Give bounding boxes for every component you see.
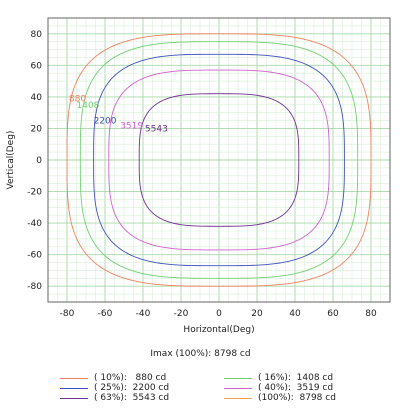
y-tick-label: 40 xyxy=(31,93,43,103)
x-tick-label: -80 xyxy=(60,309,75,319)
grid xyxy=(47,17,391,303)
x-tick-label: 0 xyxy=(216,309,222,319)
y-tick-label: 80 xyxy=(31,30,43,40)
imax-label: Imax (100%): 8798 cd xyxy=(150,349,251,359)
x-tick-label: 60 xyxy=(327,309,339,319)
legend-swatch xyxy=(60,387,88,389)
legend: ( 10%): 880 cd ( 16%): 1408 cd ( 25%): 220… xyxy=(60,373,400,403)
contour-line xyxy=(108,69,330,251)
contour-line xyxy=(66,33,372,287)
legend-text: ( 10%): 880 cd xyxy=(94,373,167,383)
legend-swatch xyxy=(60,397,88,399)
contour-line xyxy=(79,41,359,279)
y-tick-label: 60 xyxy=(31,61,43,71)
contour-label: 3519 xyxy=(120,121,143,131)
x-tick-label: 40 xyxy=(289,309,301,319)
plot-frame xyxy=(47,17,391,303)
x-tick-label: 80 xyxy=(365,309,377,319)
legend-text: ( 25%): 2200 cd xyxy=(94,383,170,393)
x-tick-label: -40 xyxy=(136,309,151,319)
x-tick-label: -20 xyxy=(174,309,189,319)
legend-text: ( 40%): 3519 cd xyxy=(258,383,334,393)
y-tick-label: -20 xyxy=(27,188,42,198)
y-axis-label: Vertical(Deg) xyxy=(6,131,16,190)
contour-label: 2200 xyxy=(94,117,117,127)
legend-swatch xyxy=(224,397,252,399)
legend-text: (100%): 8798 cd xyxy=(258,393,336,403)
legend-swatch xyxy=(60,377,88,379)
legend-swatch xyxy=(224,377,252,379)
legend-swatch xyxy=(224,387,252,389)
legend-item: ( 25%): 2200 cd xyxy=(60,383,210,393)
contour-label: 1408 xyxy=(77,101,100,111)
legend-item: ( 63%): 5543 cd xyxy=(60,393,210,403)
legend-item: ( 16%): 1408 cd xyxy=(224,373,374,383)
x-axis-label: Horizontal(Deg) xyxy=(183,325,254,335)
y-tick-label: -40 xyxy=(27,219,42,229)
contour-label: 880 xyxy=(69,95,86,105)
contour-line xyxy=(138,93,300,227)
legend-item: ( 10%): 880 cd xyxy=(60,373,210,383)
contour-label: 5543 xyxy=(145,125,168,135)
y-tick-label: -80 xyxy=(27,282,42,292)
legend-text: ( 16%): 1408 cd xyxy=(258,373,334,383)
y-tick-label: -60 xyxy=(27,251,42,261)
legend-text: ( 63%): 5543 cd xyxy=(94,393,170,403)
y-tick-labels: 80 60 40 20 0 -20 -40 -60 -80 xyxy=(27,30,42,292)
y-tick-label: 0 xyxy=(36,156,42,166)
contour-line xyxy=(93,53,345,267)
y-tick-label: 20 xyxy=(31,124,43,134)
legend-item: ( 40%): 3519 cd xyxy=(224,383,374,393)
legend-item: (100%): 8798 cd xyxy=(224,393,374,403)
x-tick-label: -60 xyxy=(98,309,113,319)
contour-lines xyxy=(66,33,372,287)
x-tick-label: 20 xyxy=(251,309,263,319)
x-tick-labels: -80 -60 -40 -20 0 20 40 60 80 xyxy=(60,309,377,319)
